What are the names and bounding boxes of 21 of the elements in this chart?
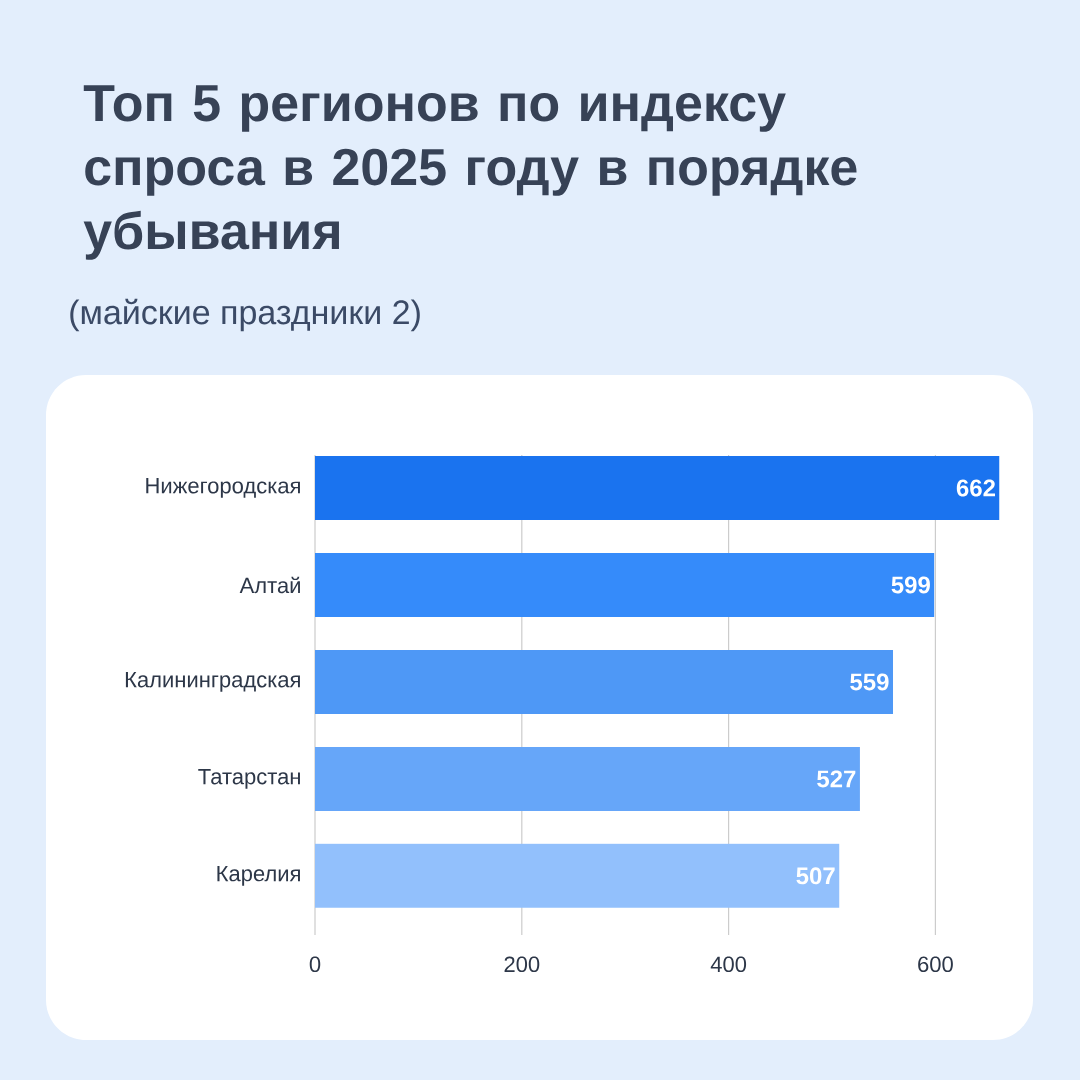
chart-title: Топ 5 регионов по индексу спроса в 2025 году в порядке убывания (83, 85, 857, 260)
data-label: 599 (891, 576, 930, 594)
x-tick-label: 600 (918, 956, 953, 973)
chart-subtitle: (майские праздники 2) (70, 298, 420, 332)
bar (315, 552, 935, 617)
y-tick-label: Алтай (239, 576, 300, 594)
bar (315, 455, 1000, 520)
y-tick-label: Нижегородская (146, 478, 300, 498)
data-label: 662 (956, 479, 996, 497)
bar (315, 649, 894, 714)
data-label: 507 (796, 867, 835, 885)
bar (315, 746, 860, 811)
x-tick-label: 400 (710, 956, 747, 973)
bar (315, 843, 840, 908)
y-tick-label: Калининградская (125, 672, 300, 692)
y-tick-label: Карелия (217, 866, 300, 886)
data-label: 527 (817, 770, 856, 788)
x-tick-label: 0 (309, 956, 321, 973)
x-tick-label: 200 (504, 956, 540, 973)
y-tick-label: Татарстан (198, 769, 300, 789)
data-label: 559 (850, 673, 889, 691)
